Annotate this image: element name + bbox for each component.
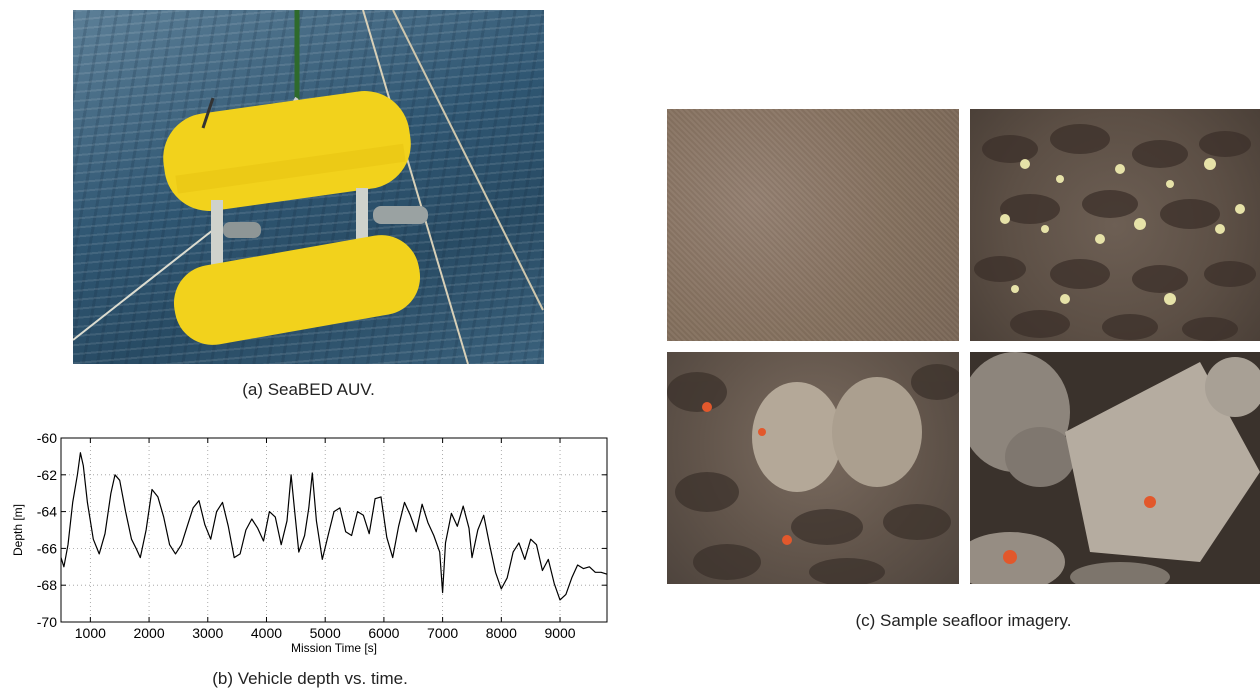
- x-tick-label: 1000: [75, 625, 106, 641]
- caption-b: (b) Vehicle depth vs. time.: [212, 669, 408, 688]
- y-tick-label: -68: [37, 577, 57, 593]
- x-tick-label: 8000: [486, 625, 517, 641]
- seafloor-image-sand: [667, 109, 959, 341]
- x-tick-label: 2000: [133, 625, 164, 641]
- y-tick-label: -64: [37, 504, 57, 520]
- caption-a: (a) SeaBED AUV.: [242, 380, 375, 399]
- auv-photo: [73, 10, 544, 364]
- x-axis-label: Mission Time [s]: [291, 641, 377, 655]
- y-tick-label: -70: [37, 614, 57, 630]
- x-tick-label: 5000: [310, 625, 341, 641]
- x-tick-label: 3000: [192, 625, 223, 641]
- series-line-depth: [60, 452, 608, 601]
- y-tick-label: -66: [37, 540, 57, 556]
- seafloor-image-pitted: [970, 109, 1260, 341]
- x-tick-label: 9000: [544, 625, 575, 641]
- x-tick-label: 7000: [427, 625, 458, 641]
- y-axis-label: Depth [m]: [11, 504, 25, 556]
- seafloor-image-boulders: [970, 352, 1260, 584]
- depth-chart: 1000 2000 3000 4000 5000 6000 7000 8000 9000 -60 -…: [0, 425, 620, 665]
- y-tick-label: -60: [37, 430, 57, 446]
- seafloor-image-mounds: [667, 352, 959, 584]
- y-tick-label: -62: [37, 467, 57, 483]
- x-tick-label: 4000: [251, 625, 282, 641]
- plot-frame: [60, 437, 608, 623]
- caption-c: (c) Sample seafloor imagery.: [855, 611, 1072, 630]
- x-tick-label: 6000: [368, 625, 399, 641]
